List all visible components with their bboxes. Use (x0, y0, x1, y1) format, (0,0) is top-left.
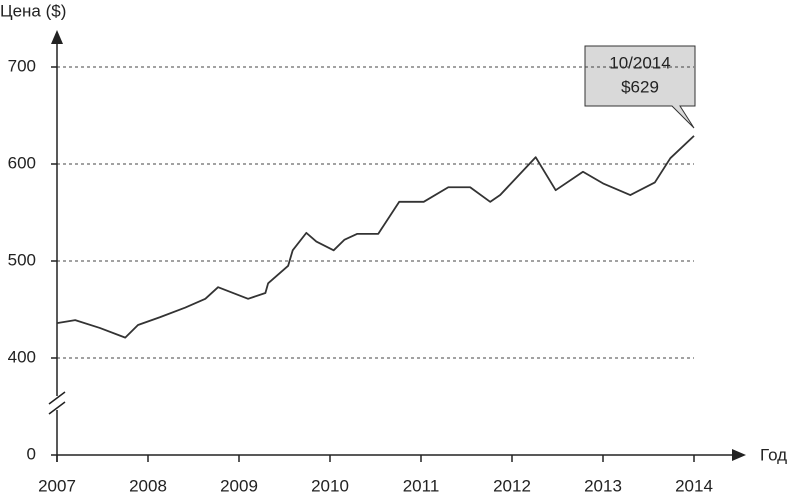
y-tick-label: 400 (8, 347, 36, 366)
x-arrow (732, 449, 746, 461)
x-axis-label: Год (760, 445, 787, 464)
axis-break (48, 391, 66, 405)
y-axis-label: Цена ($) (0, 1, 66, 20)
y-tick-label: 500 (8, 250, 36, 269)
x-tick-label: 2010 (311, 476, 349, 494)
price-line (56, 135, 695, 339)
x-tick-label: 2014 (675, 476, 713, 494)
annotation-line: $629 (621, 77, 659, 96)
axis-break-gap (50, 396, 64, 410)
x-tick-label: 2012 (493, 476, 531, 494)
y-arrow (51, 30, 63, 44)
y-tick-label: 0 (27, 444, 36, 463)
y-tick-label: 600 (8, 153, 36, 172)
x-tick-label: 2013 (584, 476, 622, 494)
annotation: 10/2014 $629 (584, 45, 696, 129)
x-tick-label: 2009 (220, 476, 258, 494)
annotation-line: 10/2014 (609, 53, 670, 72)
x-tick-label: 2008 (129, 476, 167, 494)
x-tick-label: 2007 (38, 476, 76, 494)
y-tick-label: 700 (8, 56, 36, 75)
x-tick-label: 2011 (403, 476, 440, 494)
axis-break (48, 401, 66, 415)
